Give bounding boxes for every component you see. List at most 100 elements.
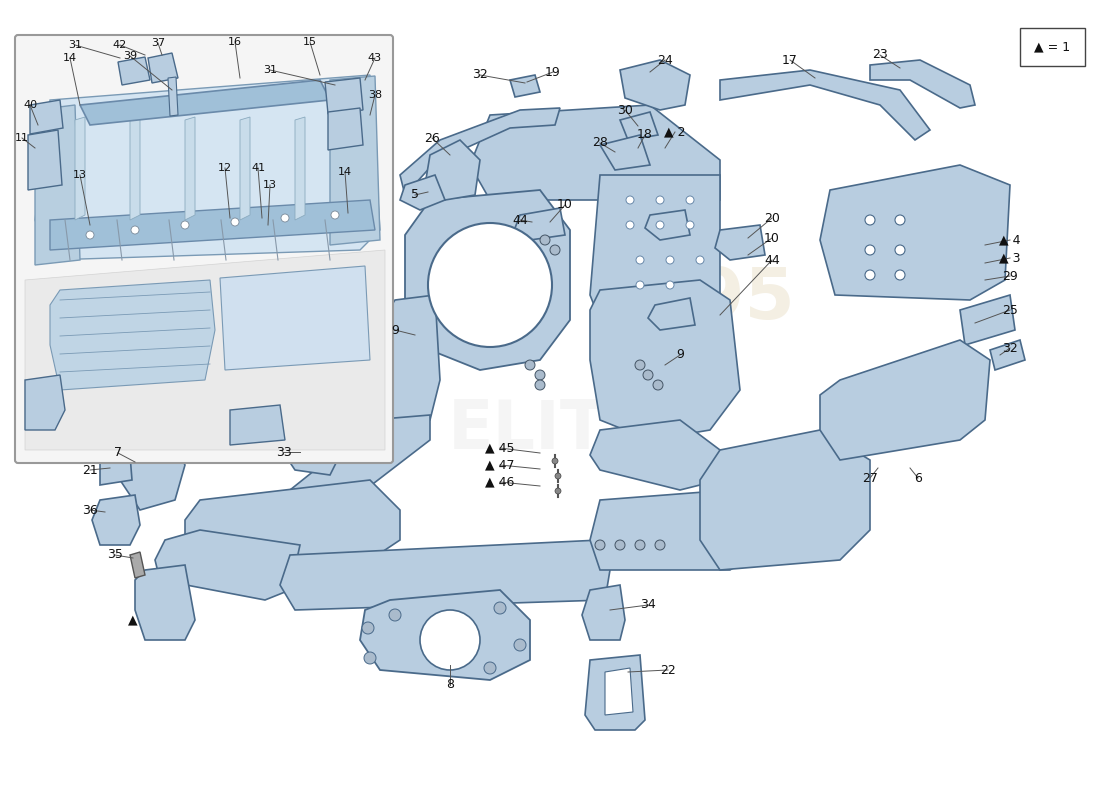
Text: 41: 41 bbox=[251, 163, 265, 173]
Text: 7: 7 bbox=[114, 446, 122, 459]
Circle shape bbox=[540, 235, 550, 245]
Text: 21: 21 bbox=[82, 463, 98, 477]
Polygon shape bbox=[25, 250, 385, 450]
Text: 31: 31 bbox=[263, 65, 277, 75]
Polygon shape bbox=[425, 140, 480, 200]
Text: 23: 23 bbox=[872, 49, 888, 62]
Text: 32: 32 bbox=[472, 69, 488, 82]
Polygon shape bbox=[50, 200, 375, 250]
Text: a passion for: a passion for bbox=[189, 528, 371, 592]
Polygon shape bbox=[30, 100, 63, 134]
Text: 9: 9 bbox=[676, 349, 684, 362]
Polygon shape bbox=[582, 585, 625, 640]
Polygon shape bbox=[360, 590, 530, 680]
Polygon shape bbox=[400, 175, 446, 210]
Text: 36: 36 bbox=[82, 503, 98, 517]
Polygon shape bbox=[285, 430, 340, 475]
Polygon shape bbox=[155, 530, 300, 600]
Polygon shape bbox=[35, 75, 379, 260]
Circle shape bbox=[656, 221, 664, 229]
Polygon shape bbox=[375, 295, 440, 430]
Polygon shape bbox=[590, 420, 720, 490]
Circle shape bbox=[595, 540, 605, 550]
Circle shape bbox=[666, 281, 674, 289]
Polygon shape bbox=[265, 415, 430, 540]
Text: 34: 34 bbox=[640, 598, 656, 611]
Circle shape bbox=[556, 473, 561, 479]
Circle shape bbox=[686, 196, 694, 204]
Text: 35: 35 bbox=[107, 549, 123, 562]
Circle shape bbox=[615, 540, 625, 550]
Circle shape bbox=[656, 196, 664, 204]
Polygon shape bbox=[185, 480, 400, 570]
Circle shape bbox=[635, 360, 645, 370]
Text: ▲ = 1: ▲ = 1 bbox=[1034, 41, 1070, 54]
Circle shape bbox=[865, 215, 874, 225]
Text: 6: 6 bbox=[914, 471, 922, 485]
Text: 33: 33 bbox=[276, 446, 292, 458]
Circle shape bbox=[626, 221, 634, 229]
Circle shape bbox=[895, 245, 905, 255]
Polygon shape bbox=[295, 117, 305, 220]
Text: 29: 29 bbox=[1002, 270, 1018, 282]
Polygon shape bbox=[585, 655, 645, 730]
Polygon shape bbox=[870, 60, 975, 108]
Polygon shape bbox=[715, 225, 764, 260]
Text: 26: 26 bbox=[425, 131, 440, 145]
Polygon shape bbox=[605, 668, 632, 715]
Circle shape bbox=[556, 488, 561, 494]
Circle shape bbox=[525, 360, 535, 370]
Circle shape bbox=[895, 270, 905, 280]
Text: 18: 18 bbox=[637, 129, 653, 142]
Circle shape bbox=[895, 215, 905, 225]
Text: 12: 12 bbox=[218, 163, 232, 173]
Polygon shape bbox=[80, 80, 330, 125]
Polygon shape bbox=[120, 435, 185, 510]
Circle shape bbox=[635, 540, 645, 550]
Text: 44: 44 bbox=[513, 214, 528, 226]
Circle shape bbox=[865, 270, 874, 280]
Polygon shape bbox=[130, 552, 145, 578]
Text: 27: 27 bbox=[862, 471, 878, 485]
Circle shape bbox=[696, 256, 704, 264]
Polygon shape bbox=[515, 208, 565, 240]
Polygon shape bbox=[35, 105, 80, 265]
Polygon shape bbox=[148, 53, 178, 83]
Bar bbox=[1020, 28, 1085, 66]
Polygon shape bbox=[185, 117, 195, 220]
Polygon shape bbox=[700, 430, 870, 570]
Circle shape bbox=[654, 540, 666, 550]
Text: ▲ 47: ▲ 47 bbox=[485, 458, 515, 471]
Circle shape bbox=[420, 610, 480, 670]
Text: 14: 14 bbox=[63, 53, 77, 63]
Polygon shape bbox=[100, 455, 132, 485]
Polygon shape bbox=[960, 295, 1015, 345]
Polygon shape bbox=[620, 60, 690, 110]
Circle shape bbox=[362, 622, 374, 634]
Polygon shape bbox=[820, 165, 1010, 300]
Text: ▲ 46: ▲ 46 bbox=[485, 475, 515, 489]
Text: 43: 43 bbox=[367, 53, 382, 63]
Polygon shape bbox=[220, 266, 370, 370]
Polygon shape bbox=[50, 280, 215, 390]
Polygon shape bbox=[130, 117, 140, 220]
Polygon shape bbox=[135, 565, 195, 640]
Polygon shape bbox=[720, 70, 930, 140]
Circle shape bbox=[644, 370, 653, 380]
Circle shape bbox=[131, 226, 139, 234]
Polygon shape bbox=[820, 340, 990, 460]
Polygon shape bbox=[510, 75, 540, 97]
Circle shape bbox=[86, 231, 94, 239]
Circle shape bbox=[514, 639, 526, 651]
Polygon shape bbox=[620, 112, 658, 140]
Circle shape bbox=[535, 370, 544, 380]
Text: 16: 16 bbox=[228, 37, 242, 47]
Text: 10: 10 bbox=[764, 231, 780, 245]
Text: ▲ 4: ▲ 4 bbox=[999, 234, 1021, 246]
Text: 9: 9 bbox=[392, 323, 399, 337]
Circle shape bbox=[364, 652, 376, 664]
Circle shape bbox=[484, 662, 496, 674]
Text: 17: 17 bbox=[782, 54, 797, 66]
Polygon shape bbox=[400, 108, 560, 195]
Polygon shape bbox=[168, 77, 178, 116]
